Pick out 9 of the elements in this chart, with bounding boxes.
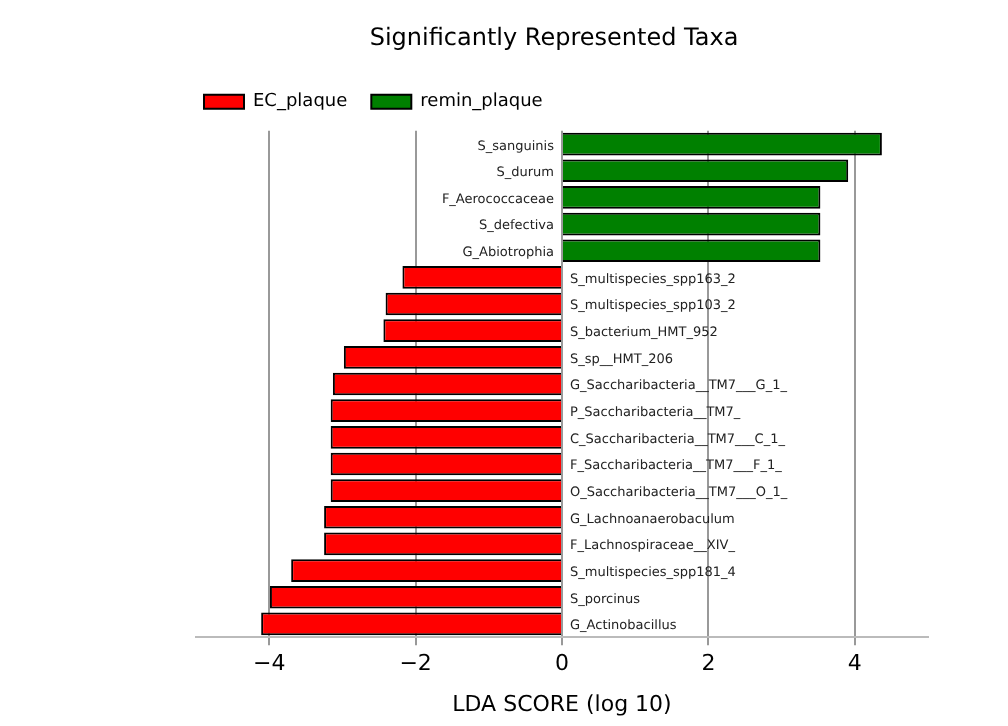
legend-label: EC_plaque [253, 92, 349, 113]
legend-label: remin_plaque [420, 92, 544, 113]
x-tick-label: −4 [252, 650, 286, 677]
x-tick-label: 0 [555, 650, 569, 677]
x-tick-label: 4 [847, 650, 862, 677]
x-tick-label: 2 [701, 650, 716, 677]
chart-title: Significantly Represented Taxa [369, 22, 739, 51]
x-tick-label: −2 [399, 650, 432, 677]
x-axis-title: LDA SCORE (log 10) [452, 690, 672, 717]
